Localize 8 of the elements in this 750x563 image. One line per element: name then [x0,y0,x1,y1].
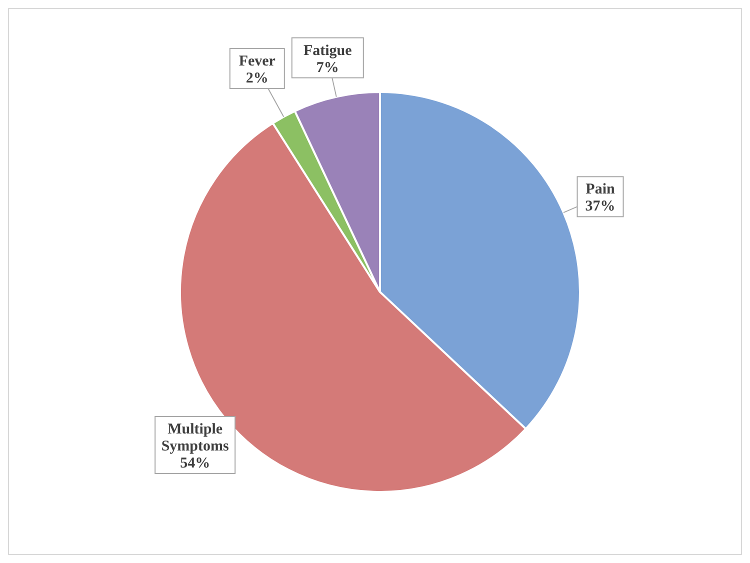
slice-label: Fever [238,54,276,70]
slice-label: Multiple Symptoms [161,421,229,454]
slice-label: Pain [586,182,616,198]
data-label: 7% [316,60,339,76]
data-label: 54% [180,455,210,472]
slice-label: Fatigue [303,42,352,59]
data-label: 2% [246,70,268,87]
data-label: 37% [585,198,616,215]
